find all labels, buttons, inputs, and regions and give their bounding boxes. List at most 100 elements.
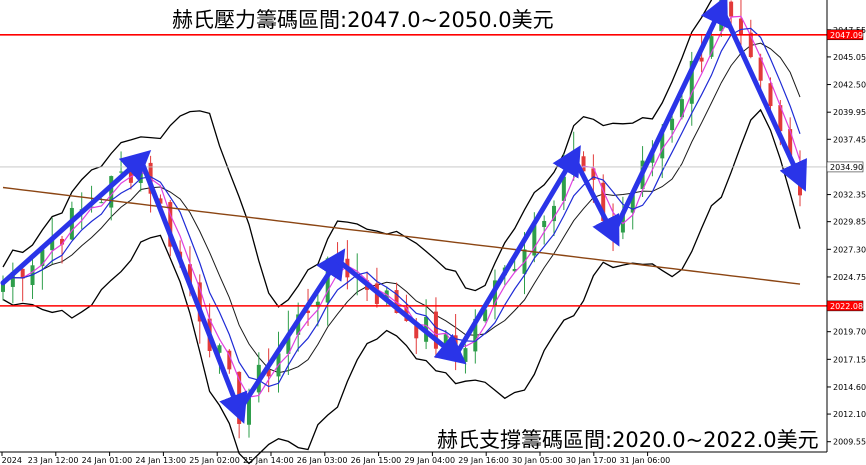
x-tick-label: 23 Jan 12:00	[28, 456, 79, 465]
y-tick-label: 2014.60	[833, 383, 866, 392]
x-tick-label: 31 Jan 06:00	[620, 456, 671, 465]
ma-medium	[2, 27, 801, 388]
candle-body	[512, 268, 517, 272]
candle-body	[561, 176, 566, 201]
bollinger-bands	[2, 0, 801, 465]
candle-body	[246, 397, 251, 425]
x-tick-label: 26 Jan 15:00	[351, 456, 402, 465]
y-tick-label: 2019.70	[833, 328, 866, 337]
candle-body	[315, 301, 320, 307]
candle-body	[109, 176, 114, 208]
candle-body	[433, 311, 438, 349]
candle-body	[483, 309, 488, 322]
wave-segment	[138, 156, 248, 424]
candle-body	[266, 369, 271, 377]
candle-body	[552, 205, 557, 222]
candle-body	[414, 322, 419, 339]
wave-segment	[0, 149, 152, 286]
support-label: 赫氏支撐籌碼區間:2020.0~2022.0美元	[437, 428, 819, 452]
candle-body	[788, 129, 793, 156]
candle-body	[20, 268, 25, 279]
candle-body	[99, 202, 104, 204]
candle-body	[768, 83, 773, 107]
candle-body	[748, 32, 753, 58]
price-tag-label: 2034.90	[830, 163, 863, 172]
x-tick-label: 24 Jan 13:00	[135, 456, 186, 465]
candle-body	[542, 220, 547, 228]
candle-body	[384, 290, 389, 302]
y-tick-label: 2012.10	[833, 410, 866, 419]
candle-body	[217, 345, 222, 353]
candle-body	[463, 348, 468, 362]
y-tick-label: 2009.55	[833, 438, 866, 447]
y-tick-label: 2024.75	[833, 273, 866, 282]
resistance-label: 赫氏壓力籌碼區間:2047.0~2050.0美元	[172, 8, 554, 32]
candle-body	[650, 153, 655, 163]
x-tick-label: 23 Jan 2024	[0, 456, 22, 465]
wave-segment	[453, 145, 581, 359]
candle-body	[394, 290, 399, 313]
y-axis: 2047.552045.052042.502039.952037.452032.…	[827, 26, 866, 447]
candle-body	[729, 1, 734, 17]
price-tag-box	[826, 29, 864, 41]
candle-body	[197, 282, 202, 322]
candle-body	[473, 318, 478, 352]
x-tick-label: 29 Jan 16:00	[458, 456, 509, 465]
wave-segment	[571, 154, 620, 247]
candle-body	[660, 133, 665, 159]
y-tick-label: 2042.50	[833, 81, 866, 90]
price-tag-box	[826, 300, 864, 312]
candle-body	[50, 238, 55, 251]
candle-body	[286, 333, 291, 354]
x-tick-label: 25 Jan 02:00	[189, 456, 240, 465]
candle-body	[168, 202, 173, 247]
lower-band	[2, 108, 801, 465]
candle-body	[532, 225, 537, 256]
candle-body	[187, 264, 192, 286]
candle-body	[581, 156, 586, 172]
candle-body	[158, 198, 163, 204]
price-tag-box	[826, 161, 864, 173]
y-tick-label: 2029.85	[833, 218, 866, 227]
candle-body	[60, 238, 65, 245]
price-tag-label: 2022.08	[830, 302, 863, 311]
y-tick-label: 2037.45	[833, 135, 866, 144]
candle-body	[601, 182, 606, 221]
candle-body	[709, 36, 714, 57]
candle-body	[10, 271, 15, 287]
candle-body	[630, 195, 635, 213]
wave-segment	[335, 257, 467, 365]
y-tick-label: 2017.15	[833, 355, 866, 364]
candle-body	[1, 283, 5, 292]
price-tags: 2047.09 2034.90 2022.08	[826, 29, 864, 312]
wave-segment	[610, 0, 728, 237]
x-tick-label: 30 Jan 05:00	[512, 456, 563, 465]
ma-slow	[2, 186, 801, 285]
price-tag-label: 2047.09	[830, 31, 863, 40]
wave-arrows	[0, 0, 807, 424]
y-tick-label: 2027.30	[833, 245, 866, 254]
y-tick-label: 2045.05	[833, 53, 866, 62]
candle-body	[591, 168, 596, 180]
candle-body	[738, 18, 743, 35]
middle-band	[2, 42, 801, 374]
candle-body	[758, 57, 763, 81]
x-tick-label: 24 Jan 01:00	[82, 456, 133, 465]
wave-segment	[718, 5, 807, 192]
y-tick-label: 2039.95	[833, 108, 866, 117]
candle-body	[306, 310, 311, 313]
wave-segment	[236, 248, 346, 414]
candle-body	[40, 249, 45, 267]
candle-body	[227, 350, 232, 370]
candle-body	[670, 118, 675, 131]
candle-body	[689, 60, 694, 104]
candle-body	[699, 57, 704, 62]
x-tick-label: 25 Jan 14:00	[243, 456, 294, 465]
candle-body	[679, 99, 684, 118]
x-tick-label: 30 Jan 17:00	[566, 456, 617, 465]
candle-body	[89, 206, 94, 208]
y-tick-label: 2032.35	[833, 191, 866, 200]
x-tick-label: 26 Jan 03:00	[297, 456, 348, 465]
